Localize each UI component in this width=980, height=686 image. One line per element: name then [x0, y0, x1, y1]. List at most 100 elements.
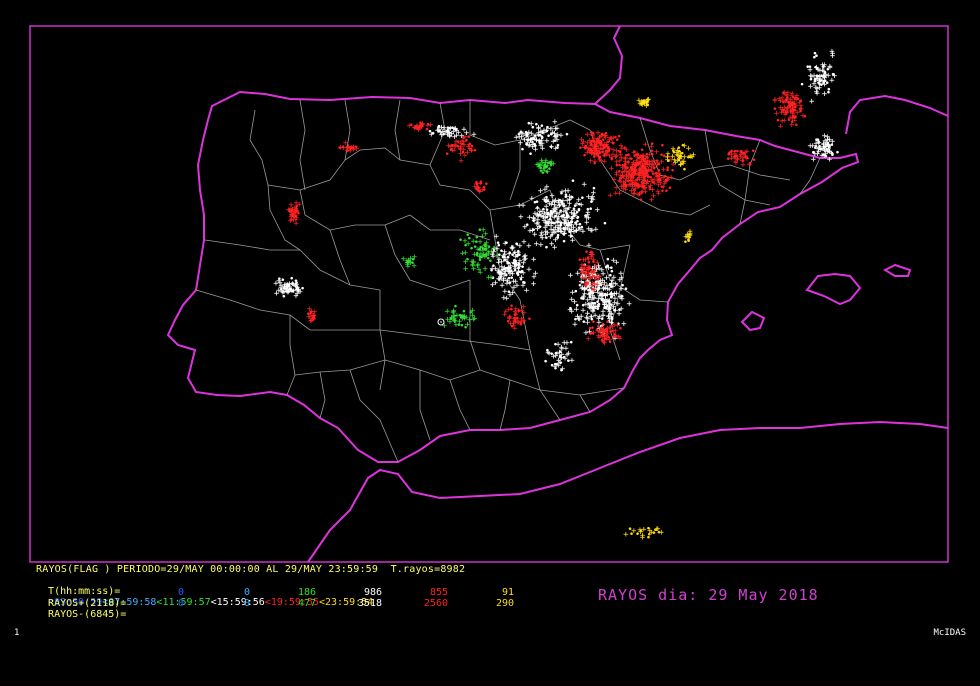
plus-icon: + [279, 287, 285, 297]
plus-icon: + [276, 286, 282, 296]
dot-icon: • [625, 158, 630, 168]
dot-icon: • [813, 143, 818, 153]
dot-icon: • [538, 164, 543, 174]
plus-icon: + [654, 172, 660, 182]
dot-icon: • [589, 316, 594, 326]
plus-icon: + [541, 164, 547, 174]
dot-icon: • [476, 184, 481, 194]
dot-icon: • [555, 232, 560, 242]
plus-icon: + [285, 288, 291, 298]
plus-icon: + [610, 282, 616, 292]
plus-icon: + [586, 290, 592, 300]
plus-icon: + [584, 218, 590, 228]
plus-icon: + [591, 293, 597, 303]
plus-icon: + [792, 99, 798, 109]
plus-icon: + [293, 282, 299, 292]
dot-icon: • [295, 208, 300, 218]
plus-icon: + [534, 135, 540, 145]
plus-icon: + [787, 113, 793, 123]
plus-icon: + [454, 311, 460, 321]
dot-icon: • [638, 165, 643, 175]
plus-icon: + [647, 158, 653, 168]
dot-icon: • [826, 89, 831, 99]
plus-icon: + [637, 526, 643, 536]
dot-icon: • [585, 278, 590, 288]
plus-icon: + [553, 351, 559, 361]
plus-icon: + [307, 312, 313, 322]
plus-icon: + [580, 273, 586, 283]
dot-icon: • [445, 129, 450, 139]
plus-icon: + [605, 142, 611, 152]
plus-icon: + [615, 300, 621, 310]
dot-icon: • [658, 175, 663, 185]
plus-icon: + [630, 165, 636, 175]
dot-icon: • [417, 123, 422, 133]
dot-icon: • [633, 166, 638, 176]
plus-icon: + [685, 230, 691, 240]
plus-icon: + [543, 230, 549, 240]
dot-icon: • [596, 300, 601, 310]
plus-icon: + [584, 272, 590, 282]
plus-icon: + [597, 137, 603, 147]
dot-icon: • [591, 184, 596, 194]
plus-icon: + [617, 334, 623, 344]
dot-icon: • [558, 221, 563, 231]
plus-icon: + [596, 318, 602, 328]
dot-icon: • [581, 318, 586, 328]
plus-icon: + [799, 104, 805, 114]
plus-icon: + [435, 126, 441, 136]
plus-icon: + [827, 147, 833, 157]
plus-icon: + [651, 175, 657, 185]
dot-icon: • [732, 147, 737, 157]
plus-icon: + [640, 99, 646, 109]
plus-icon: + [641, 176, 647, 186]
plus-icon: + [687, 229, 693, 239]
plus-icon: + [502, 264, 508, 274]
dot-icon: • [641, 97, 646, 107]
dot-icon: • [665, 166, 670, 176]
plus-icon: + [516, 306, 522, 316]
plus-icon: + [440, 127, 446, 137]
plus-icon: + [561, 213, 567, 223]
plus-icon: + [343, 139, 349, 149]
dot-icon: • [620, 282, 625, 292]
plus-icon: + [606, 306, 612, 316]
plus-icon: + [518, 128, 524, 138]
plus-icon: + [613, 153, 619, 163]
plus-icon: + [582, 290, 588, 300]
plus-icon: + [606, 264, 612, 274]
plus-icon: + [630, 179, 636, 189]
dot-icon: • [600, 148, 605, 158]
dot-icon: • [477, 188, 482, 198]
dot-icon: • [518, 128, 523, 138]
dot-icon: • [634, 151, 639, 161]
plus-icon: + [590, 279, 596, 289]
plus-icon: + [562, 226, 568, 236]
plus-icon: + [609, 134, 615, 144]
plus-icon: + [665, 175, 671, 185]
plus-icon: + [665, 149, 671, 159]
dot-icon: • [593, 275, 598, 285]
plus-icon: + [442, 322, 448, 332]
plus-icon: + [442, 128, 448, 138]
dot-icon: • [589, 138, 594, 148]
plus-icon: + [542, 162, 548, 172]
dot-icon: • [486, 248, 491, 258]
plus-icon: + [638, 152, 644, 162]
dot-icon: • [508, 267, 513, 277]
dot-icon: • [582, 151, 587, 161]
dot-icon: • [590, 284, 595, 294]
dot-icon: • [781, 106, 786, 116]
plus-icon: + [584, 130, 590, 140]
dot-icon: • [595, 150, 600, 160]
plus-icon: + [794, 92, 800, 102]
plus-icon: + [740, 154, 746, 164]
plus-icon: + [815, 149, 821, 159]
dot-icon: • [474, 250, 479, 260]
plus-icon: + [827, 63, 833, 73]
dot-icon: • [516, 307, 521, 317]
plus-icon: + [516, 201, 522, 211]
plus-icon: + [619, 295, 625, 305]
dot-icon: • [817, 81, 822, 91]
plus-icon: + [608, 290, 614, 300]
